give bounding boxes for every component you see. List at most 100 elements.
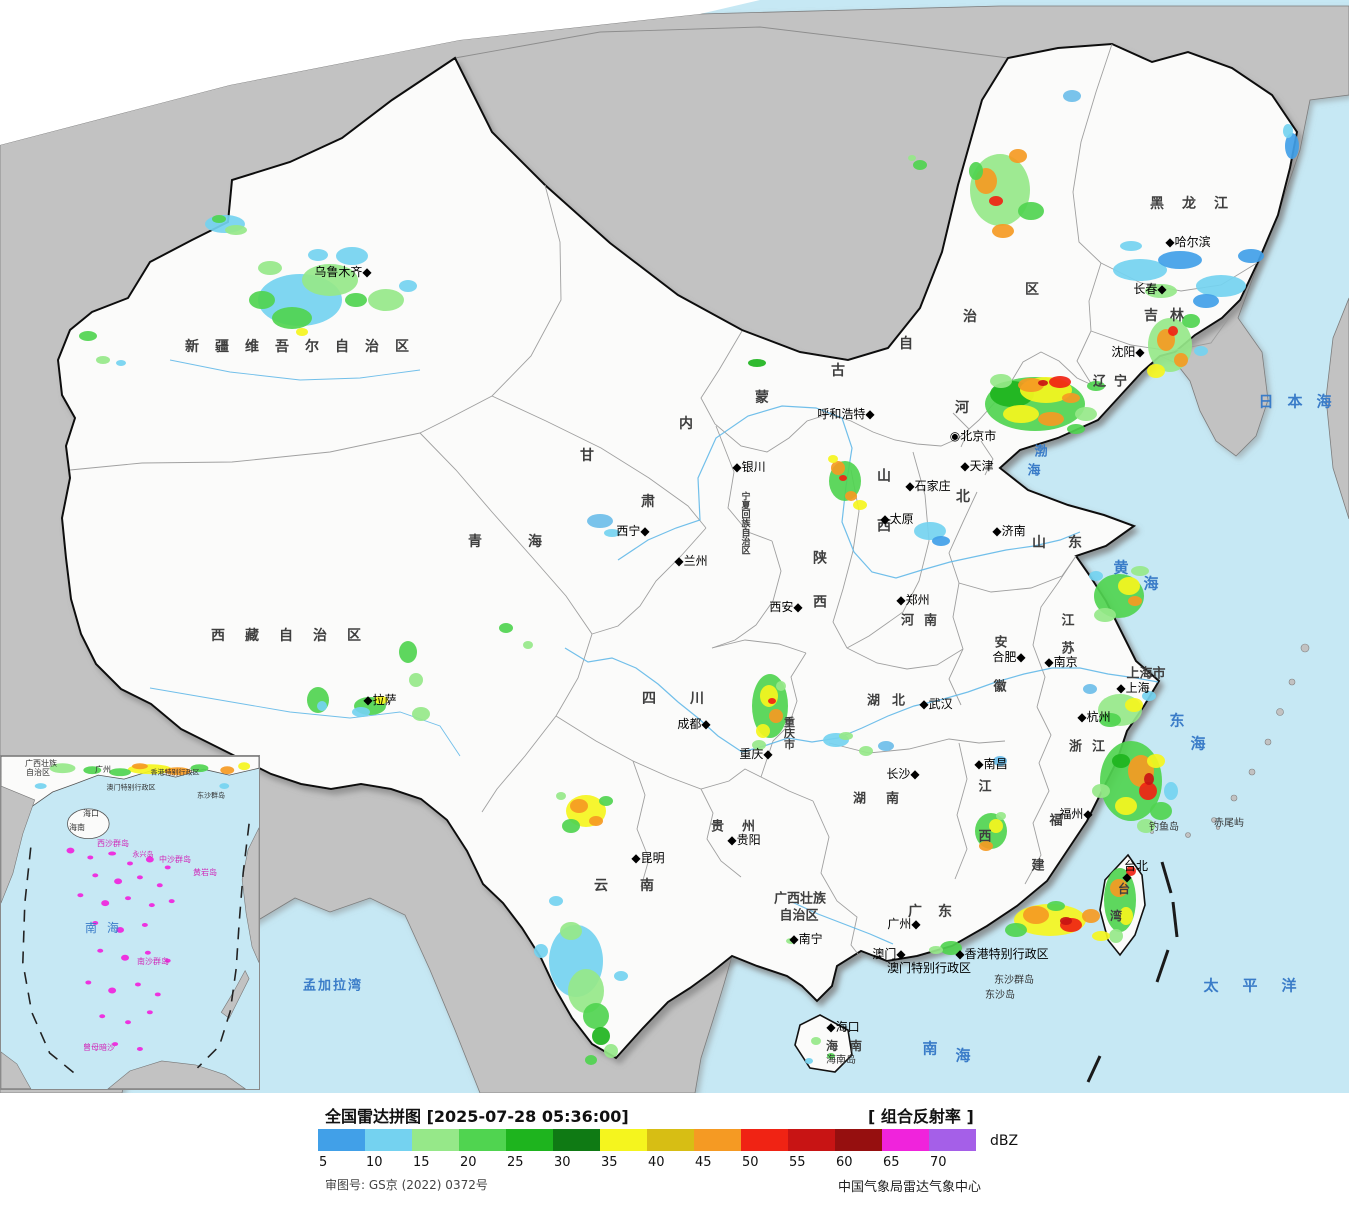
radar-echo <box>1067 424 1085 434</box>
city-label: ◆兰州 <box>674 554 708 568</box>
inset-malay <box>0 1051 32 1090</box>
legend-tick: 35 <box>601 1155 618 1170</box>
radar-echo <box>116 360 126 366</box>
radar-echo <box>1038 412 1064 426</box>
product-name: 全国雷达拼图 <box>325 1107 422 1126</box>
legend-swatch-10 <box>365 1129 412 1151</box>
radar-echo <box>156 883 163 888</box>
radar-echo <box>1092 784 1110 798</box>
province-label: 西藏自治区 <box>211 628 381 644</box>
radar-echo <box>940 941 962 955</box>
city-label: 长春◆ <box>1133 282 1167 296</box>
province-label: 自 <box>899 336 913 352</box>
inset-hainan <box>67 808 110 840</box>
city-label: ◆贵阳 <box>727 833 761 847</box>
inset-label: 澳门特别行政区 <box>106 783 156 792</box>
radar-echo <box>302 264 358 296</box>
radar-echo <box>131 763 148 770</box>
province-label: 山东 <box>1032 535 1104 551</box>
province-label: 甘 <box>580 448 594 464</box>
city-label: ◆银川 <box>732 460 766 474</box>
radar-echo <box>589 816 603 826</box>
radar-echo <box>560 922 582 940</box>
radar-echo <box>146 1010 153 1015</box>
legend-swatch-30 <box>553 1129 600 1151</box>
radar-echo <box>534 944 548 958</box>
radar-echo <box>776 681 786 691</box>
province-label: 区 <box>1025 282 1039 298</box>
radar-echo <box>79 331 97 341</box>
legend-swatch-25 <box>506 1129 553 1151</box>
radar-echo <box>108 851 117 856</box>
city-label: ◆拉萨 <box>363 693 397 707</box>
province-label: 山西 <box>875 468 891 568</box>
province-label: 重庆市 <box>782 716 796 750</box>
city-label: ◆昆明 <box>631 851 665 865</box>
province-label: 吉林 <box>1144 308 1196 324</box>
radar-echo <box>412 707 430 721</box>
radar-echo <box>827 1053 835 1059</box>
inset-label-layer: 广西壮族 自治区 广州 香港特别行政区 澳门特别行政区 海口 海南 东沙群岛 西沙群岛 永兴岛 中沙… <box>1 756 261 1091</box>
province-label: 蒙 <box>755 390 769 406</box>
radar-echo <box>1112 754 1130 768</box>
province-label: 河南 <box>900 613 948 629</box>
radar-echo <box>1283 124 1293 138</box>
radar-echo <box>238 762 251 771</box>
legend-tick: 60 <box>836 1155 853 1170</box>
city-label: ◆济南 <box>992 524 1026 538</box>
south-china-sea-inset: 广西壮族 自治区 广州 香港特别行政区 澳门特别行政区 海口 海南 东沙群岛 西沙群岛 永兴岛 中沙… <box>0 755 260 1090</box>
sea-label: 东 <box>1169 711 1185 730</box>
radar-echo <box>1062 393 1080 403</box>
legend-tick: 25 <box>507 1155 524 1170</box>
city-label: 长沙◆ <box>886 767 920 781</box>
radar-echo <box>805 1058 813 1064</box>
radar-echo <box>913 160 927 170</box>
province-label: 海南 <box>825 1039 875 1053</box>
inset-label: 自治区 <box>26 768 50 777</box>
radar-echo <box>1109 929 1123 943</box>
sea-label: 海 <box>1190 734 1206 753</box>
province-label: 上海市 <box>1126 666 1166 682</box>
radar-echo <box>317 701 327 711</box>
radar-echo <box>1137 819 1155 833</box>
province-label: 建 <box>1031 858 1045 874</box>
colorbar-ticks: 5 10 15 20 25 30 35 40 45 50 55 60 65 70 <box>318 1155 976 1170</box>
radar-echo <box>97 948 104 953</box>
legend-bar: 全国雷达拼图 [2025-07-28 05:36:00] [ 组合反射率 ] 5… <box>0 1093 1349 1208</box>
radar-echo <box>1087 381 1105 391</box>
radar-echo <box>839 475 847 481</box>
radar-echo <box>1139 782 1157 800</box>
city-label: ◆石家庄 <box>905 479 951 493</box>
province-label: 肃 <box>641 494 655 510</box>
province-label: 治 <box>963 309 977 325</box>
radar-echo <box>1174 353 1188 367</box>
island-label: 海南岛 <box>826 1055 856 1066</box>
province-label: 福 <box>1049 813 1063 829</box>
product-timestamp: [2025-07-28 05:36:00] <box>426 1107 629 1126</box>
legend-swatch-15 <box>412 1129 459 1151</box>
city-label: 台北 <box>1123 859 1149 873</box>
legend-tick: 70 <box>930 1155 947 1170</box>
radar-echo <box>409 673 423 687</box>
inset-echo-layer <box>34 762 251 1052</box>
lakes <box>587 90 1097 766</box>
city-label: ◆上海 <box>1116 681 1150 695</box>
radar-echo <box>996 812 1006 820</box>
radar-echo <box>1145 284 1177 298</box>
colorbar <box>318 1129 976 1151</box>
inset-label: 黄岩岛 <box>193 868 217 877</box>
sea-label: 日本海 <box>1258 392 1346 411</box>
radar-echo <box>1060 917 1072 925</box>
radar-echo <box>1075 407 1097 421</box>
radar-echo <box>249 291 275 309</box>
radar-echo <box>1285 133 1299 159</box>
island-label: 钓鱼岛 <box>1149 822 1179 833</box>
radar-echo <box>1005 923 1027 937</box>
radar-echo <box>112 1042 119 1047</box>
city-label: ◆太原 <box>880 512 914 526</box>
legend-swatch-45 <box>694 1129 741 1151</box>
radar-echo <box>1047 901 1065 911</box>
city-label: ◆ <box>1122 870 1132 884</box>
radar-echo <box>1118 577 1140 595</box>
china-radar-map: 黑龙江 吉林 辽宁内蒙古自治区新疆维吾尔自治区甘肃宁夏回族自治区 青海 西藏自治区 四川云… <box>0 0 1349 1093</box>
